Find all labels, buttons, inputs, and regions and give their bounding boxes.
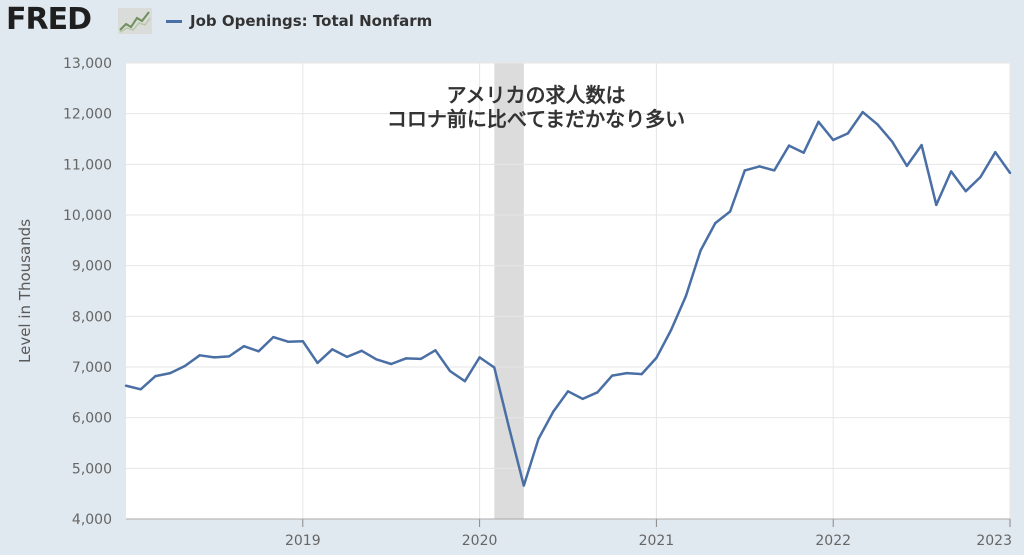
data-point (949, 170, 953, 173)
data-point (684, 294, 688, 298)
x-tick-label: 2019 (285, 533, 321, 549)
data-point (743, 169, 746, 172)
data-point (419, 357, 422, 361)
data-point (522, 484, 525, 487)
chart-annotation-line: コロナ前に比べてまだかなり多い (387, 107, 685, 131)
x-tick-label: 2022 (815, 533, 851, 549)
data-point (213, 356, 216, 359)
data-point (596, 391, 599, 394)
y-tick-label: 13,000 (63, 56, 112, 72)
data-point (846, 132, 850, 135)
x-tick-label: 2023 (976, 533, 1012, 549)
data-point (773, 169, 776, 172)
y-tick-label: 11,000 (63, 157, 112, 173)
data-point (861, 110, 864, 114)
data-point (316, 361, 319, 365)
data-point (169, 371, 172, 375)
data-point (183, 364, 187, 368)
data-point (537, 437, 540, 441)
y-tick-label: 4,000 (72, 512, 112, 528)
data-point (375, 358, 378, 361)
y-tick-label: 8,000 (72, 309, 112, 325)
data-point (728, 210, 732, 213)
data-point (994, 150, 997, 154)
data-point (964, 189, 967, 193)
x-tick-label: 2020 (462, 533, 498, 549)
data-point (154, 374, 157, 378)
data-point (463, 379, 467, 383)
data-point (360, 349, 363, 352)
data-point (905, 164, 909, 168)
data-point (286, 340, 290, 343)
data-point (345, 355, 349, 359)
data-point (272, 335, 275, 339)
data-point (802, 151, 805, 154)
data-point (301, 339, 304, 343)
data-point (448, 369, 452, 373)
plot-area (126, 63, 1010, 519)
data-point (979, 175, 982, 179)
legend-swatch (166, 19, 182, 23)
data-point (640, 372, 643, 376)
y-tick-label: 12,000 (63, 107, 112, 123)
y-tick-label: 7,000 (72, 360, 112, 376)
data-point (890, 140, 894, 143)
data-point (139, 388, 142, 391)
data-point (227, 355, 231, 358)
data-point (758, 165, 761, 168)
data-point (478, 356, 481, 359)
data-point (331, 348, 334, 351)
data-point (124, 384, 128, 387)
data-point (257, 350, 260, 353)
data-point (566, 390, 570, 393)
data-point (404, 357, 408, 360)
chart-header: FRED Job Openings: Total Nonfarm (0, 0, 1024, 44)
fred-logo[interactable]: FRED (6, 2, 92, 37)
chart-legend[interactable]: Job Openings: Total Nonfarm (166, 10, 432, 32)
legend-series-label: Job Openings: Total Nonfarm (190, 12, 433, 30)
data-point (787, 144, 791, 147)
data-point (611, 374, 614, 377)
data-point (581, 397, 584, 401)
data-point (699, 249, 702, 252)
data-point (817, 120, 820, 123)
y-tick-label: 10,000 (63, 208, 112, 224)
data-point (935, 203, 938, 207)
y-axis-title: Level in Thousands (16, 219, 34, 363)
fred-graph-icon (118, 8, 152, 34)
data-point (390, 362, 393, 366)
data-point (198, 354, 201, 357)
data-point (434, 349, 437, 352)
line-chart: 4,000 5,000 6,000 7,000 8,000 9,000 10,000 11,0… (16, 56, 1012, 549)
data-point (507, 426, 511, 429)
data-point (625, 371, 629, 375)
data-point (920, 143, 923, 147)
chart-annotation-line: アメリカの求人数は (447, 83, 626, 107)
data-point (832, 138, 835, 142)
data-point (714, 221, 717, 225)
data-point (876, 123, 879, 126)
x-tick-label: 2021 (639, 533, 675, 549)
data-point (552, 410, 555, 413)
data-point (655, 356, 658, 360)
data-point (669, 328, 673, 332)
data-point (242, 345, 246, 348)
recession-band (494, 63, 524, 519)
y-tick-label: 6,000 (72, 411, 112, 427)
data-point (1008, 171, 1012, 175)
data-point (493, 366, 496, 369)
y-tick-label: 5,000 (72, 461, 112, 477)
y-tick-label: 9,000 (72, 259, 112, 275)
